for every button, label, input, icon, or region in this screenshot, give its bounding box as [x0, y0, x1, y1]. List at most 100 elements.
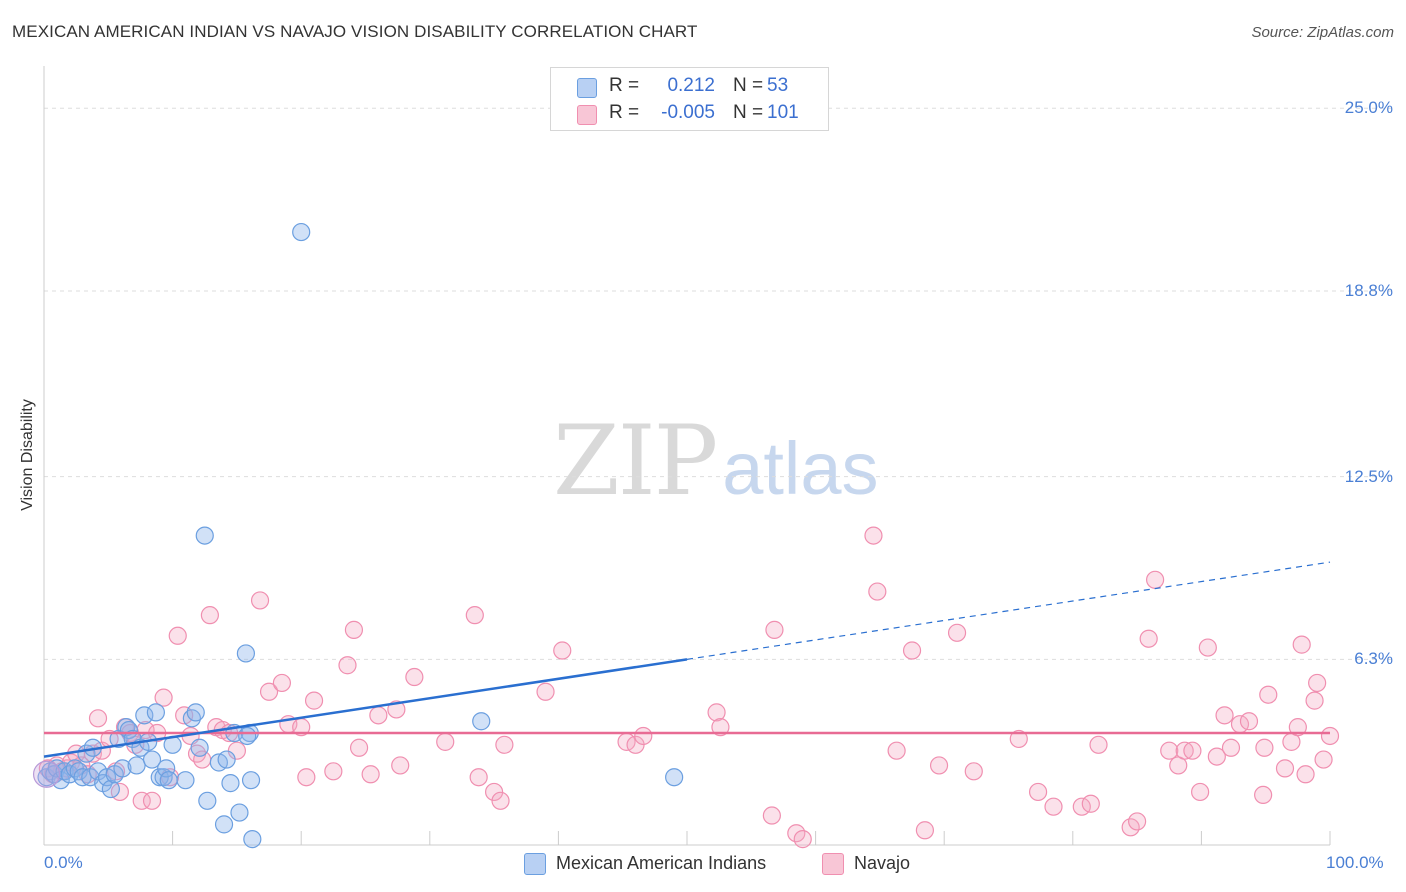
mexican-american-indian-point: [117, 718, 136, 737]
navajo-point: [391, 756, 410, 775]
legend-swatch-pink: [577, 105, 597, 125]
navajo-point: [1292, 635, 1311, 654]
navajo-point: [1183, 741, 1202, 760]
mexican-american-indian-point: [195, 526, 214, 545]
watermark: ZIPatlas: [553, 405, 879, 517]
mexican-american-indian-point: [190, 738, 209, 757]
legend-r-value: -0.005: [661, 102, 715, 123]
legend-r-label: R =: [609, 102, 640, 123]
navajo-point: [1239, 712, 1259, 731]
y-tick-label: 18.8%: [1344, 281, 1393, 300]
navajo-point: [1081, 794, 1100, 813]
mexican-american-indian-point: [55, 762, 74, 781]
navajo-point: [436, 732, 455, 751]
bottom-legend-navajo: Navajo: [854, 853, 911, 873]
mexican-american-indian-point: [146, 703, 165, 722]
legend-row-navajo: R = -0.005 N = 101: [551, 102, 828, 126]
navajo-point: [929, 756, 949, 775]
mexican-american-indians-trend-extension: [686, 561, 1331, 660]
navajo-point: [344, 620, 364, 639]
navajo-point: [369, 706, 388, 725]
navajo-point: [1191, 782, 1210, 802]
legend-row-mexican-american-indians: R = 0.212 N = 53: [551, 75, 828, 99]
navajo-point: [1160, 741, 1179, 760]
navajo-point: [1254, 785, 1273, 805]
navajo-point: [250, 591, 270, 610]
mexican-american-indian-point: [238, 726, 257, 746]
x-tick-label-min: 0.0%: [44, 853, 83, 872]
mexican-american-indian-point: [236, 644, 256, 663]
mexican-american-indian-point: [159, 771, 178, 790]
navajo-point: [765, 620, 784, 639]
navajo-point: [1296, 765, 1315, 784]
mexican-american-indian-point: [119, 720, 138, 740]
chart-title: MEXICAN AMERICAN INDIAN VS NAVAJO VISION…: [12, 22, 698, 41]
mexican-american-indian-point: [135, 706, 154, 725]
navajo-point: [1314, 750, 1333, 769]
navajo-point: [88, 709, 108, 728]
mexican-american-indian-point: [241, 771, 261, 790]
mexican-american-indian-point: [243, 830, 262, 849]
correlation-legend: R = 0.212 N = 53 R = -0.005 N = 101: [550, 67, 829, 131]
navajo-point: [1255, 738, 1274, 757]
navajo-point: [465, 606, 484, 625]
legend-n-value: 53: [767, 75, 789, 96]
navajo-point: [1207, 747, 1226, 766]
navajo-point: [1044, 797, 1063, 816]
bottom-legend-swatch-blue: [524, 853, 546, 875]
legend-n-label: N =: [733, 75, 764, 96]
navajo-point: [168, 626, 187, 645]
bottom-legend-mexican-american-indians: Mexican American Indians: [556, 853, 767, 873]
navajo-point: [711, 718, 730, 737]
x-tick-label-max: 100.0%: [1326, 853, 1384, 872]
mexican-american-indian-point: [221, 774, 240, 793]
mexican-american-indian-point: [230, 803, 249, 822]
mexican-american-indian-point: [101, 779, 120, 799]
legend-r-label: R =: [609, 75, 640, 96]
navajo-point: [1308, 673, 1327, 693]
source-label: Source: ZipAtlas.com: [1251, 24, 1394, 41]
navajo-point: [1221, 738, 1241, 757]
navajo-point: [553, 641, 572, 660]
navajo-point: [1198, 638, 1217, 657]
navajo-point: [762, 806, 781, 825]
navajo-point: [495, 735, 514, 754]
navajo-point: [1146, 570, 1165, 589]
navajo-point: [947, 623, 967, 642]
legend-r-value: 0.212: [667, 75, 715, 96]
navajo-point: [707, 703, 726, 722]
mexican-american-indian-point: [157, 759, 176, 778]
navajo-point: [297, 768, 316, 787]
mexican-american-indian-point: [214, 815, 234, 834]
legend-swatch-blue: [577, 78, 597, 98]
navajo-point: [259, 682, 279, 701]
y-tick-label: 12.5%: [1344, 466, 1393, 486]
mexican-american-indian-point: [127, 756, 146, 775]
mexican-american-indian-point: [176, 771, 195, 790]
navajo-point: [405, 667, 424, 687]
legend-n-label: N =: [733, 102, 764, 123]
navajo-point: [864, 526, 883, 545]
mexican-american-indian-point: [51, 771, 70, 790]
watermark-zip: ZIP: [553, 405, 718, 517]
navajo-point: [915, 821, 935, 840]
mexican-american-indian-point: [113, 759, 132, 778]
mexican-american-indian-point: [186, 703, 205, 722]
navajo-point: [272, 673, 292, 693]
navajo-point: [1215, 706, 1234, 725]
bottom-legend-swatch-pink: [822, 853, 844, 875]
navajo-point: [634, 726, 653, 746]
navajo-point: [304, 691, 324, 710]
navajo-point: [132, 791, 151, 810]
navajo-point: [154, 688, 173, 707]
mexican-american-indians-trend-line: [43, 658, 688, 758]
navajo-point: [361, 765, 380, 784]
navajo-point: [1089, 735, 1108, 754]
navajo-point: [1139, 629, 1158, 648]
navajo-point: [1259, 685, 1278, 704]
navajo-point: [964, 762, 983, 781]
navajo-point: [793, 830, 812, 849]
origin-cluster-point: [32, 760, 61, 788]
navajo-point: [887, 741, 906, 760]
navajo-point: [1175, 741, 1194, 760]
